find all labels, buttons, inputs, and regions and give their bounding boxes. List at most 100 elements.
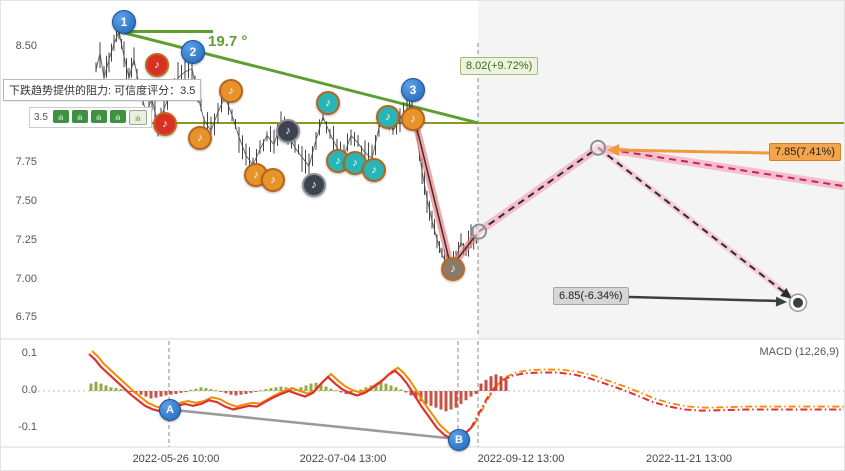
macd-histogram-bar bbox=[339, 391, 343, 393]
macd-histogram-bar bbox=[89, 383, 93, 391]
macd-histogram-bar bbox=[309, 383, 313, 391]
music-note-icon[interactable]: ♪ bbox=[276, 119, 300, 143]
macd-histogram-bar bbox=[244, 391, 248, 394]
macd-signal-line bbox=[91, 350, 475, 438]
macd-histogram-bar bbox=[469, 391, 473, 397]
macd-histogram-bar bbox=[499, 376, 503, 391]
music-note-icon[interactable]: ♪ bbox=[441, 257, 465, 281]
macd-histogram-bar bbox=[264, 389, 268, 391]
macd-histogram-bar bbox=[219, 391, 223, 392]
sequence-marker-2[interactable]: 2 bbox=[181, 40, 205, 64]
ab-divergence-line bbox=[168, 408, 459, 441]
upside-target-label[interactable]: 7.85(7.41%) bbox=[769, 143, 841, 161]
up-target-pointer-arrowhead bbox=[607, 144, 619, 156]
current-price-label[interactable]: 8.02(+9.72%) bbox=[460, 57, 539, 75]
down-target-pointer-line bbox=[628, 295, 780, 303]
sequence-marker-1[interactable]: 1 bbox=[112, 10, 136, 34]
macd-histogram-bar bbox=[224, 391, 228, 394]
macd-histogram-bar bbox=[449, 391, 453, 410]
price-axis-tick: 7.50 bbox=[15, 195, 37, 207]
music-note-icon[interactable]: ♪ bbox=[362, 158, 386, 182]
pattern-thumbnail-icon[interactable]: ılı bbox=[52, 110, 69, 123]
macd-histogram-bar bbox=[94, 381, 98, 391]
macd-histogram-bar bbox=[489, 376, 493, 391]
music-note-icon[interactable]: ♪ bbox=[188, 126, 212, 150]
macd-histogram-bar bbox=[394, 387, 398, 391]
macd-histogram-bar bbox=[474, 391, 478, 394]
macd-histogram-bar bbox=[129, 391, 133, 393]
macd-marker-A[interactable]: A bbox=[159, 399, 181, 421]
down-target-dot bbox=[793, 297, 803, 308]
macd-histogram-bar bbox=[234, 391, 238, 396]
pattern-thumbnail-icon[interactable]: ılı bbox=[109, 110, 126, 123]
trend-angle-label: 19.7 ° bbox=[208, 33, 248, 50]
music-note-icon[interactable]: ♪ bbox=[316, 91, 340, 115]
macd-axis-tick: 0.0 bbox=[21, 384, 37, 396]
music-note-icon[interactable]: ♪ bbox=[401, 107, 425, 131]
macd-indicator-label: MACD (12,26,9) bbox=[759, 346, 839, 358]
macd-histogram-bar bbox=[374, 383, 378, 391]
sequence-marker-3[interactable]: 3 bbox=[401, 78, 425, 102]
up-target-ring bbox=[590, 139, 606, 156]
macd-marker-B[interactable]: B bbox=[448, 429, 470, 451]
macd-histogram-bar bbox=[299, 387, 303, 391]
downside-target-label[interactable]: 6.85(-6.34%) bbox=[553, 287, 629, 305]
pattern-thumbnail-icon[interactable]: ılı bbox=[90, 110, 107, 123]
macd-histogram-bar bbox=[504, 379, 508, 391]
macd-histogram-bar bbox=[204, 388, 208, 391]
macd-histogram-bar bbox=[424, 391, 428, 404]
music-note-icon[interactable]: ♪ bbox=[376, 105, 400, 129]
pattern-thumbnail-icon[interactable]: ılı bbox=[128, 110, 147, 125]
macd-histogram-bar bbox=[164, 391, 168, 396]
music-note-icon[interactable]: ♪ bbox=[145, 53, 169, 77]
macd-histogram-bar bbox=[144, 391, 148, 397]
macd-histogram-bar bbox=[479, 383, 483, 391]
macd-histogram-bar bbox=[184, 391, 188, 393]
macd-histogram-bar bbox=[269, 388, 273, 391]
macd-forecast-line bbox=[470, 371, 844, 429]
macd-signal-forecast bbox=[473, 368, 844, 426]
price-axis-tick: 7.75 bbox=[15, 156, 37, 169]
projection-up-dashed bbox=[478, 146, 599, 233]
music-note-icon[interactable]: ♪ bbox=[302, 173, 326, 197]
macd-histogram-bar bbox=[314, 382, 318, 391]
time-axis-label: 2022-07-04 13:00 bbox=[299, 453, 387, 465]
macd-histogram-bar bbox=[329, 388, 333, 391]
down-target-pointer-arrowhead bbox=[775, 296, 787, 307]
confidence-icons: ılı ılı ılı ılı ılı bbox=[52, 110, 147, 125]
macd-histogram-bar bbox=[239, 391, 243, 395]
forecast-zone-background bbox=[478, 1, 844, 339]
price-axis-tick: 8.50 bbox=[15, 40, 37, 52]
projection-down-dashed bbox=[597, 146, 791, 298]
confidence-score: 3.5 bbox=[34, 112, 48, 123]
pattern-thumbnail-icon[interactable]: ılı bbox=[71, 110, 88, 123]
up-target-pointer-line bbox=[613, 148, 773, 155]
downtrend-line bbox=[118, 30, 479, 125]
confidence-row[interactable]: 3.5 ılı ılı ılı ılı ılı bbox=[29, 107, 152, 128]
macd-histogram-bar bbox=[154, 391, 158, 398]
music-note-icon[interactable]: ♪ bbox=[153, 112, 177, 136]
macd-histogram-bar bbox=[174, 391, 178, 394]
time-axis-label: 2022-09-12 13:00 bbox=[477, 453, 565, 465]
projection-down-arrowhead bbox=[780, 288, 792, 299]
macd-histogram-bar bbox=[434, 391, 438, 408]
macd-histogram-bar bbox=[384, 383, 388, 391]
macd-histogram-bar bbox=[254, 391, 258, 392]
macd-histogram-bar bbox=[454, 391, 458, 408]
macd-histogram-bar bbox=[274, 387, 278, 391]
projection-right-dashed bbox=[597, 146, 844, 188]
macd-histogram-bar bbox=[199, 387, 203, 391]
macd-histogram-bar bbox=[159, 391, 163, 397]
macd-histogram-bar bbox=[229, 391, 233, 395]
macd-histogram-bar bbox=[444, 391, 448, 412]
macd-histogram-bar bbox=[349, 391, 353, 394]
macd-histogram-bar bbox=[459, 391, 463, 404]
macd-histogram-bar bbox=[214, 390, 218, 392]
macd-histogram-bar bbox=[324, 386, 328, 391]
music-note-icon[interactable]: ♪ bbox=[261, 168, 285, 192]
current-point-ring bbox=[471, 223, 487, 240]
music-note-icon[interactable]: ♪ bbox=[219, 79, 243, 103]
macd-histogram-bar bbox=[284, 387, 288, 391]
macd-histogram-bar bbox=[109, 387, 113, 391]
